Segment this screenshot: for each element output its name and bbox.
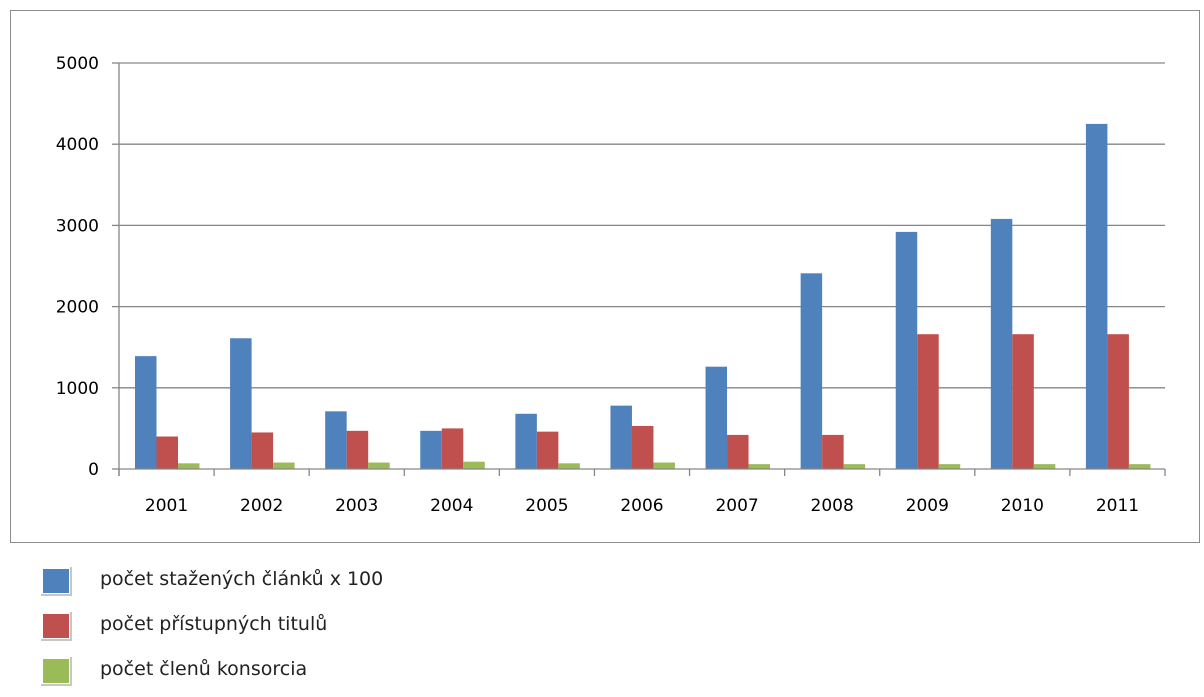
- bar-downloads-2007: [705, 366, 728, 469]
- y-tick-label-2000: 2000: [56, 298, 99, 318]
- bar-chart: 0 1000 2000 3000 4000 5000 2001 2002 2003 2004 200…: [56, 54, 1166, 516]
- bar-members-2009: [938, 464, 961, 469]
- x-tick-label-2001: 2001: [145, 496, 188, 516]
- bar-downloads-2010: [990, 218, 1013, 469]
- bar-titles-2002: [251, 432, 274, 469]
- x-tick-label-2005: 2005: [525, 496, 568, 516]
- legend-label-downloads: počet stažených článků x 100: [100, 568, 384, 590]
- bar-titles-2011: [1107, 334, 1129, 469]
- y-tick-label-1000: 1000: [56, 379, 99, 399]
- bar-downloads-2004: [420, 430, 442, 469]
- bar-downloads-2008: [800, 273, 823, 469]
- bar-members-2002: [273, 462, 295, 469]
- x-tick-label-2004: 2004: [430, 496, 473, 516]
- bar-downloads-2009: [895, 231, 918, 469]
- bar-titles-2007: [727, 434, 749, 469]
- legend-label-members: počet členů konsorcia: [100, 658, 308, 680]
- legend-swatch-red: [40, 611, 72, 641]
- legend-label-titles: počet přístupných titulů: [100, 613, 328, 635]
- bar-downloads-2002: [230, 338, 252, 469]
- bar-members-2008: [843, 464, 866, 469]
- bar-titles-2006: [631, 425, 654, 469]
- bar-downloads-2006: [610, 405, 632, 469]
- y-tick-label-5000: 5000: [56, 54, 99, 74]
- bar-titles-2001: [156, 436, 178, 469]
- legend-swatch-green: [40, 656, 72, 686]
- bar-members-2006: [653, 462, 675, 469]
- legend-swatch-blue: [40, 566, 72, 596]
- bar-members-2007: [748, 464, 771, 469]
- bar-titles-2004: [441, 428, 464, 469]
- y-tick-label-3000: 3000: [56, 216, 99, 236]
- bar-downloads-2003: [325, 411, 347, 469]
- y-tick-label-0: 0: [88, 460, 99, 480]
- x-tick-label-2011: 2011: [1096, 496, 1139, 516]
- bar-titles-2003: [346, 430, 369, 469]
- bar-members-2004: [463, 461, 485, 469]
- x-tick-label-2007: 2007: [715, 496, 758, 516]
- bar-titles-2010: [1012, 334, 1034, 469]
- x-tick-label-2009: 2009: [906, 496, 949, 516]
- bar-downloads-2011: [1085, 123, 1108, 470]
- x-tick-label-2003: 2003: [335, 496, 378, 516]
- bar-downloads-2005: [515, 413, 537, 469]
- y-tick-label-4000: 4000: [56, 135, 99, 155]
- x-tick-label-2006: 2006: [620, 496, 663, 516]
- bar-titles-2005: [536, 431, 559, 469]
- bar-members-2001: [178, 463, 200, 469]
- bar-titles-2009: [917, 334, 939, 469]
- bar-members-2005: [558, 463, 580, 469]
- bar-members-2011: [1128, 464, 1151, 469]
- x-tick-label-2010: 2010: [1001, 496, 1044, 516]
- chart-frame: 0 1000 2000 3000 4000 5000 2001 2002 2003 2004 200…: [10, 10, 1200, 543]
- bar-members-2003: [368, 462, 390, 469]
- bar-members-2010: [1033, 464, 1056, 469]
- bar-titles-2008: [822, 434, 844, 469]
- x-tick-label-2002: 2002: [240, 496, 283, 516]
- x-tick-label-2008: 2008: [811, 496, 854, 516]
- bar-downloads-2001: [135, 356, 157, 469]
